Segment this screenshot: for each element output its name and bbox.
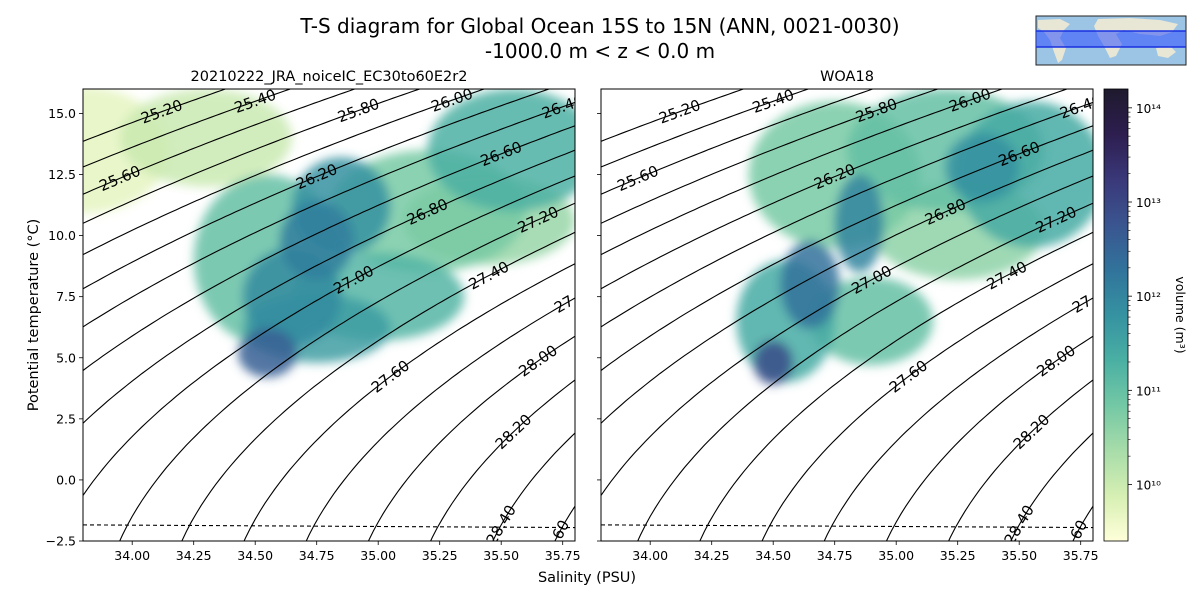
x-tick-label: 34.25	[694, 548, 730, 563]
colorbar-tick-label: 10¹⁴	[1136, 102, 1161, 116]
y-axis-label: Potential temperature (°C)	[26, 219, 42, 412]
density-contour-line	[699, 231, 1093, 541]
volume-cell	[119, 89, 293, 187]
volume-cell	[237, 328, 298, 378]
colorbar: 10¹⁰ 10¹¹ 10¹² 10¹³ 10¹⁴	[1103, 88, 1161, 542]
colorbar-tick-label: 10¹¹	[1136, 384, 1161, 398]
density-contour-line	[83, 89, 551, 290]
afro-eurasia-landmass-icon	[1094, 18, 1178, 58]
density-contour-line	[83, 89, 357, 195]
axes-frame	[82, 88, 576, 542]
density-contour-line	[601, 89, 1004, 256]
y-tick-label: 0.0	[56, 472, 76, 487]
y-tick-label: −2.5	[46, 534, 76, 549]
freezing-line	[601, 524, 1093, 529]
volume-histogram-layer	[83, 89, 575, 378]
colorbar-tick-label: 10¹⁰	[1136, 479, 1161, 493]
volume-cell	[753, 340, 793, 385]
density-contour-line	[181, 231, 575, 541]
density-contour-line	[83, 89, 228, 142]
density-contour-line	[83, 101, 575, 328]
density-contour-line	[761, 263, 1093, 541]
panel-title-observations: WOA18	[820, 69, 874, 85]
x-tick-label: 35.25	[422, 548, 458, 563]
y-tick-label: 12.5	[48, 167, 76, 182]
x-tick-label: 34.00	[114, 548, 150, 563]
density-contours	[601, 89, 1093, 541]
x-tick-label: 34.50	[755, 548, 791, 563]
x-tick-label: 35.25	[940, 548, 976, 563]
volume-cell	[279, 201, 354, 280]
colorbar-gradient	[1103, 88, 1129, 542]
volume-cell	[810, 277, 934, 366]
density-contour-line	[601, 89, 940, 224]
density-contour-line	[83, 89, 422, 224]
colorbar-tick-label: 10¹³	[1136, 196, 1161, 210]
x-tick-label: 35.75	[1063, 548, 1099, 563]
y-tick-label: 15.0	[48, 106, 76, 121]
density-contour-line	[601, 89, 810, 168]
x-tick-label: 35.75	[545, 548, 581, 563]
density-contour-line	[885, 335, 1093, 541]
x-tick-label: 34.50	[237, 548, 273, 563]
region-locator-map	[1035, 15, 1187, 66]
density-contour-line	[83, 89, 486, 256]
x-axis-label: Salinity (PSU)	[538, 570, 636, 586]
x-tick-label: 34.75	[299, 548, 335, 563]
density-contour-line	[367, 335, 575, 541]
density-contour-line	[601, 89, 1069, 290]
density-contour-line	[601, 101, 1093, 328]
density-contour-line	[119, 202, 575, 541]
chart-title: T-S diagram for Global Ocean 15S to 15N …	[299, 14, 899, 38]
density-contour-line	[823, 297, 1093, 541]
colorbar-tick-label: 10¹²	[1136, 290, 1161, 304]
density-contour-line	[83, 89, 292, 168]
density-contour-line	[430, 379, 575, 541]
density-contour-line	[601, 89, 746, 142]
freezing-line	[83, 524, 575, 529]
x-tick-label: 35.00	[360, 548, 396, 563]
x-tick-label: 35.50	[1001, 548, 1037, 563]
x-tick-label: 34.25	[176, 548, 212, 563]
colorbar-label: volume (m³)	[1173, 276, 1188, 353]
density-contour-line	[83, 125, 575, 371]
density-contour-line	[601, 175, 1093, 496]
density-contour-line	[601, 125, 1093, 371]
x-tick-label: 34.75	[817, 548, 853, 563]
panel-title-model: 20210222_JRA_noiceIC_EC30to60E2r2	[191, 69, 468, 85]
x-tick-label: 35.50	[483, 548, 519, 563]
volume-histogram	[83, 89, 575, 378]
y-tick-label: 7.5	[56, 289, 76, 304]
density-contour-line	[243, 263, 575, 541]
density-contour-line	[601, 149, 1093, 424]
highlighted-region-band	[1036, 31, 1186, 47]
volume-cell	[834, 174, 884, 273]
y-tick-label: 5.0	[56, 350, 76, 365]
density-contour-line	[83, 175, 575, 496]
x-tick-label: 35.00	[878, 548, 914, 563]
density-contour-line	[637, 202, 1093, 541]
australia-landmass-icon	[1156, 46, 1176, 58]
density-contour-line	[83, 149, 575, 424]
y-tick-label: 2.5	[56, 411, 76, 426]
density-contour-line	[305, 297, 575, 541]
chart-subtitle-depth: -1000.0 m < z < 0.0 m	[485, 39, 715, 63]
density-contour-line	[948, 379, 1093, 541]
axes-frame	[600, 88, 1094, 542]
x-tick-label: 34.00	[632, 548, 668, 563]
y-tick-label: 10.0	[48, 228, 76, 243]
density-contour-line	[601, 89, 875, 195]
